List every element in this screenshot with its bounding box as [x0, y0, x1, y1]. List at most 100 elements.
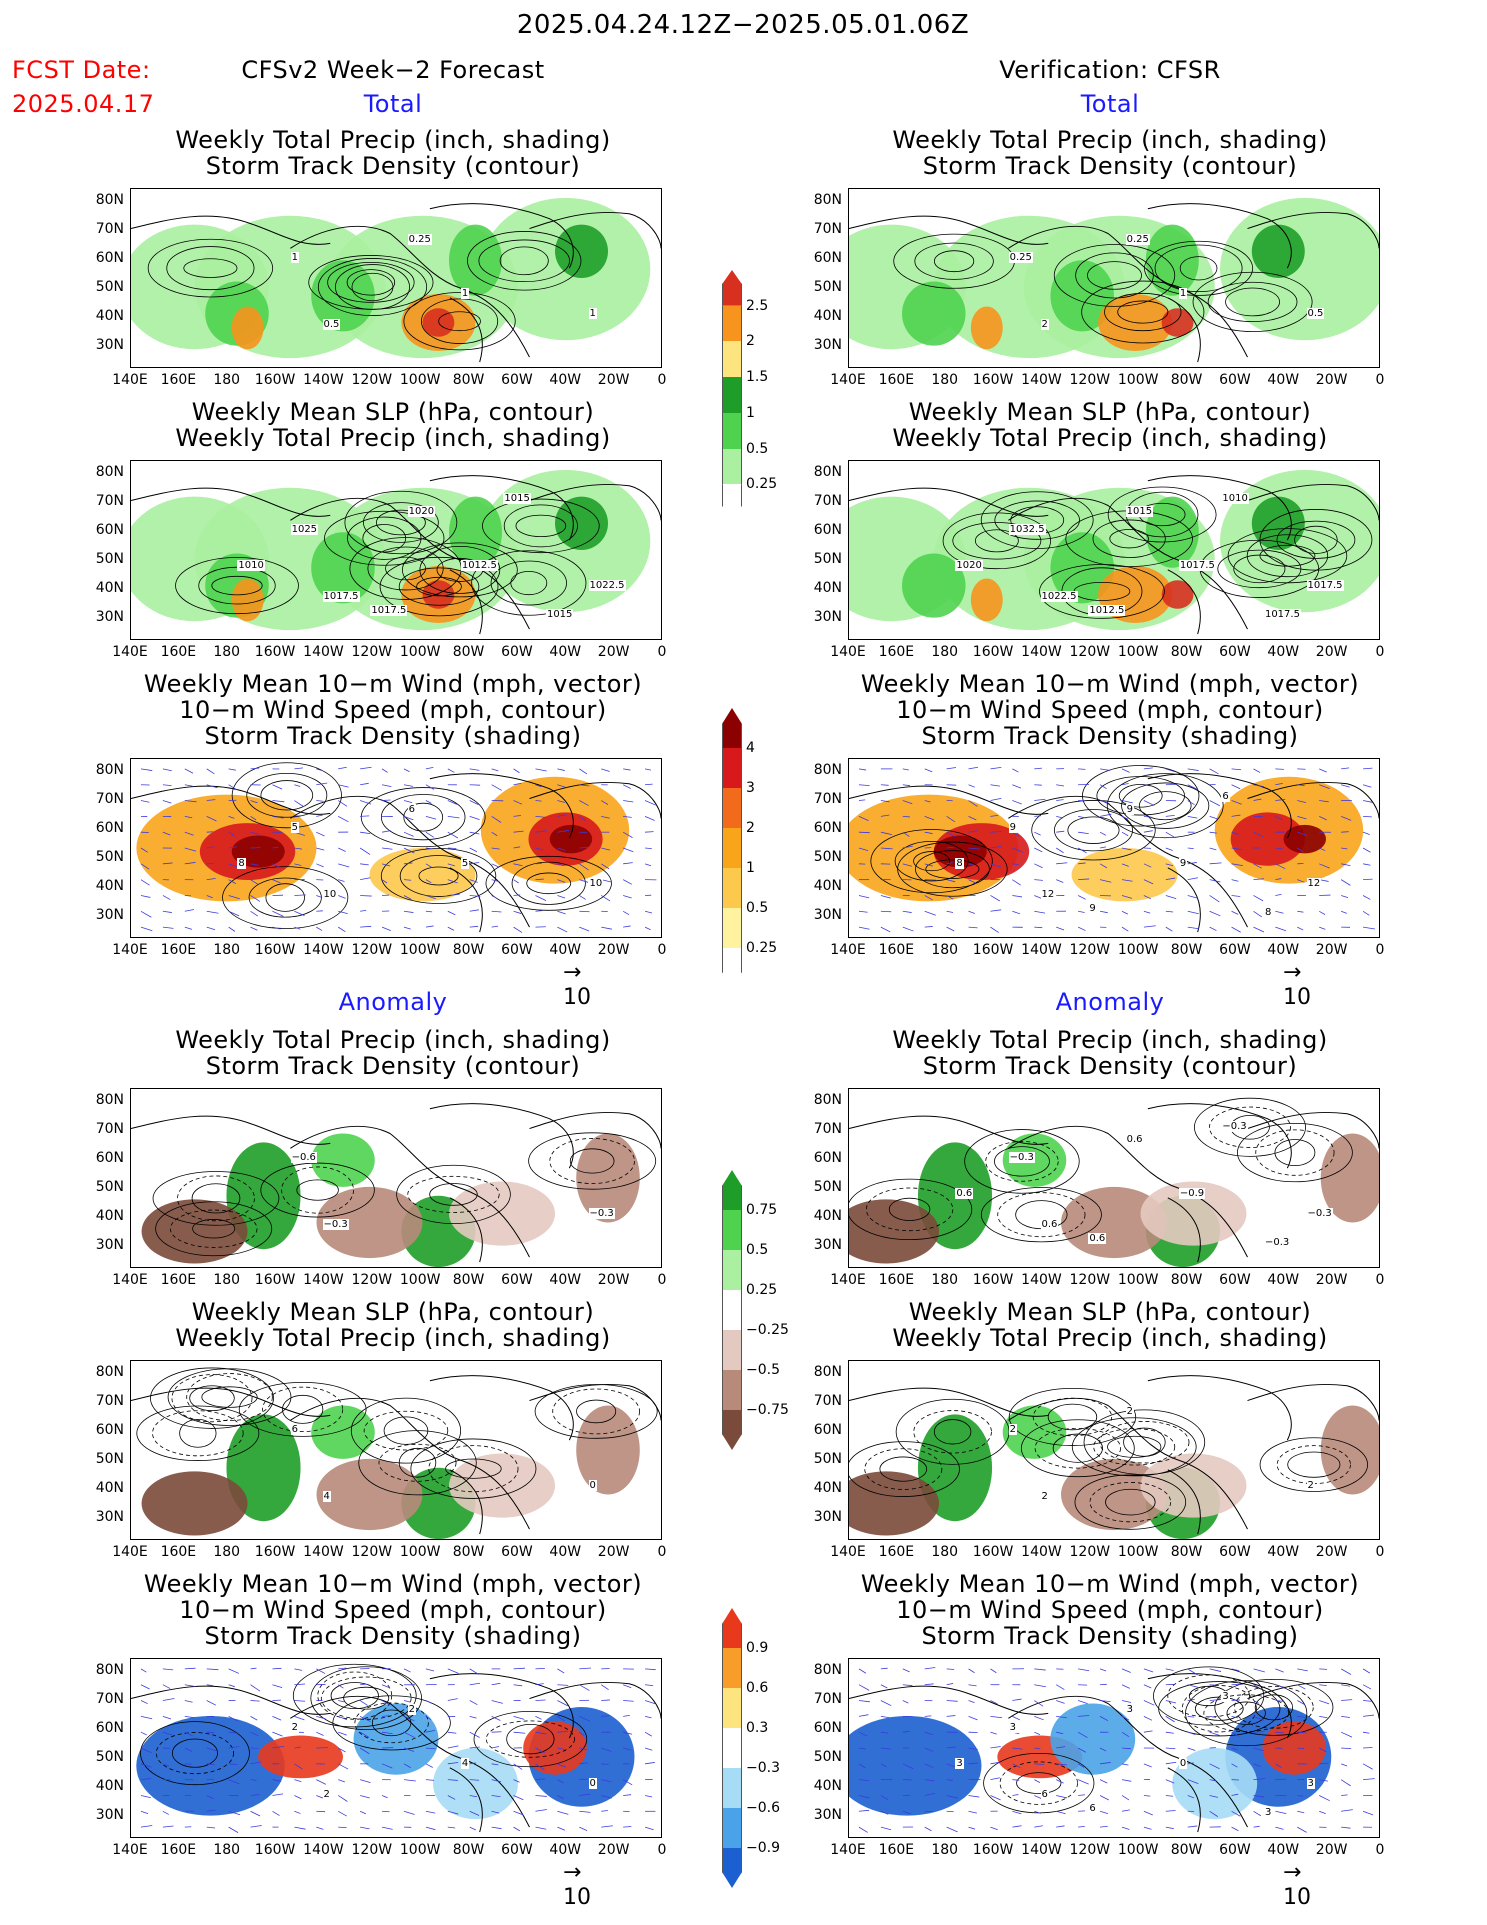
wind-vector [968, 1684, 977, 1687]
wind-vector [535, 1683, 544, 1686]
coastline [290, 497, 530, 630]
contour-line [183, 258, 238, 278]
contour-line [265, 883, 305, 912]
wind-vector [1100, 1700, 1111, 1703]
shading-region [1172, 1748, 1258, 1820]
wind-vector [1362, 895, 1371, 900]
wind-vector [1341, 1747, 1352, 1749]
wind-vector [622, 1779, 633, 1786]
wind-vector [644, 863, 652, 867]
wind-vector [579, 1747, 588, 1751]
wind-vector [184, 862, 196, 865]
wind-vector [557, 895, 566, 899]
wind-vector [1165, 1761, 1177, 1765]
wind-vector [1143, 1668, 1154, 1673]
contour-value-label: 0.6 [1040, 1218, 1059, 1230]
wind-vector [601, 847, 611, 851]
contour-value-label: 6 [1088, 1803, 1097, 1814]
lat-tick-label: 50N [95, 1451, 124, 1467]
wind-vector [381, 879, 388, 884]
right-total-label: Total [1080, 90, 1140, 118]
lon-tick-label: 80W [452, 644, 485, 660]
wind-vector [535, 784, 542, 788]
wind-vector [447, 1810, 459, 1815]
wind-vector [902, 910, 912, 913]
wind-vector [946, 831, 956, 837]
coastline [1247, 483, 1379, 521]
wind-vector [1034, 1684, 1046, 1688]
wind-vector [1099, 846, 1107, 849]
wind-vector [946, 816, 956, 823]
wind-vector [1362, 800, 1373, 803]
contour-line [281, 1166, 354, 1214]
lon-tick-label: 140W [1021, 1842, 1062, 1858]
wind-vector [968, 1795, 980, 1798]
wind-vector [1187, 1731, 1196, 1736]
wind-vector [513, 863, 523, 867]
wind-vector [968, 863, 976, 866]
lon-tick-label: 40W [1267, 942, 1300, 958]
coastline [1247, 1111, 1379, 1149]
wind-vector [1187, 895, 1198, 899]
wind-vector [491, 863, 499, 868]
colorbar-swatch [722, 484, 742, 520]
contour-value-label: −0.3 [588, 1207, 615, 1219]
wind-vector [228, 910, 240, 917]
wind-vector [360, 910, 367, 912]
lat-tick-label: 70N [813, 1121, 842, 1137]
contour-line [980, 491, 1094, 549]
coastline [449, 1469, 483, 1535]
wind-vector [1056, 1700, 1065, 1704]
lat-tick-label: 40N [813, 1480, 842, 1496]
wind-vector [1165, 1731, 1174, 1734]
wind-vector [447, 1698, 458, 1701]
wind-vector [403, 768, 410, 773]
wind-vector [1341, 784, 1350, 788]
wind-vector [162, 926, 174, 929]
wind-vector [184, 1684, 196, 1687]
wind-vector [491, 1763, 499, 1766]
wind-vector [469, 1668, 479, 1675]
wind-vector [272, 784, 283, 790]
wind-vector [1297, 879, 1305, 883]
contour-line [1194, 1696, 1244, 1721]
coastline [290, 795, 530, 928]
wind-vector [1078, 862, 1086, 865]
wind-vector [990, 1777, 1000, 1781]
lon-tick-label: 0 [1375, 942, 1385, 958]
wind-vector [382, 1715, 391, 1717]
contour-value-label: 2 [322, 1788, 331, 1800]
wind-vector [557, 784, 566, 788]
coastline [1008, 1125, 1248, 1258]
contour-line [332, 1695, 451, 1751]
contour-line [1107, 1435, 1162, 1458]
shading-region [258, 1735, 343, 1779]
contour-value-label: −0.3 [1263, 1236, 1291, 1248]
wind-vector [858, 1795, 870, 1799]
lon-tick-label: 20W [1315, 1272, 1348, 1288]
lon-tick-label: 80W [1170, 1842, 1203, 1858]
wind-vector [491, 910, 502, 913]
shading-region [316, 1186, 423, 1259]
lon-tick-label: 0 [1375, 1544, 1385, 1560]
wind-vector [1231, 879, 1239, 882]
vf-precip-total-map: 0.25 2 0.5 0.25 1 [848, 188, 1380, 368]
wind-vector [623, 1714, 630, 1717]
wind-vector [1012, 1763, 1021, 1769]
wind-vector [1275, 1731, 1284, 1734]
wind-vector [381, 1763, 393, 1769]
wind-vector [535, 815, 547, 818]
wind-vector [206, 1763, 215, 1766]
wind-vector [1187, 847, 1194, 849]
wind-vector [1056, 1763, 1068, 1766]
contour-line [888, 1197, 931, 1221]
lon-tick-label: 160E [878, 372, 915, 388]
wind-vector [184, 1731, 193, 1737]
wind-vector [880, 1763, 887, 1768]
shading-region [1230, 812, 1305, 866]
wind-vector [1253, 798, 1262, 801]
contour-line [1138, 791, 1192, 821]
wind-vector [162, 831, 171, 836]
lat-tick-label: 50N [813, 551, 842, 567]
wind-vector [1209, 815, 1218, 820]
